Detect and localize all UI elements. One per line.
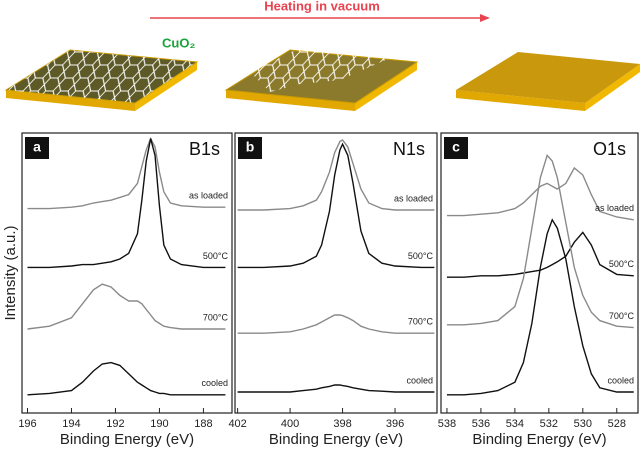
- spectrum-line: [446, 218, 634, 396]
- spectrum-line: [237, 142, 435, 269]
- chart-title: O1s: [593, 139, 626, 159]
- illustration: Heating in vacuum CuO₂: [4, 0, 640, 111]
- panel-label: c: [452, 139, 460, 155]
- series-label: 500°C: [203, 251, 229, 261]
- slab-side: [135, 62, 197, 111]
- panel-label: a: [33, 139, 41, 155]
- slab-side: [585, 64, 640, 111]
- x-tick-label: 532: [540, 418, 558, 430]
- plot-frame: [234, 132, 438, 414]
- x-tick-label: 188: [194, 418, 212, 430]
- plot-frame: [440, 132, 639, 414]
- spectrum-line: [237, 314, 435, 334]
- x-tick-label: 536: [472, 418, 490, 430]
- x-axis-label: Binding Energy (eV): [472, 431, 606, 448]
- plot-frame: [21, 132, 233, 414]
- spectrum-line: [446, 154, 634, 329]
- x-tick-label: 534: [506, 418, 524, 430]
- slab-side: [456, 90, 585, 111]
- slab-side: [226, 90, 355, 111]
- y-axis-label: Intensity (a.u.): [2, 225, 19, 320]
- slab-top: [456, 52, 640, 103]
- series-label: 700°C: [203, 312, 229, 322]
- x-tick-label: 192: [106, 418, 124, 430]
- x-axis-label: Binding Energy (eV): [269, 431, 403, 448]
- spectrum-line: [446, 166, 634, 221]
- panel-label: b: [246, 139, 255, 155]
- series-label: 500°C: [609, 259, 635, 269]
- series-label: as loaded: [189, 191, 228, 201]
- series-label: 700°C: [609, 311, 635, 321]
- panel-label-box: [238, 137, 262, 159]
- series-label: cooled: [201, 378, 228, 388]
- series-label: cooled: [406, 375, 433, 385]
- spectrum-line: [237, 139, 435, 211]
- chart-title: B1s: [189, 139, 220, 159]
- x-tick-label: 402: [228, 418, 246, 430]
- slab-side: [6, 90, 135, 111]
- material-label: CuO₂: [162, 35, 195, 50]
- chart-title: N1s: [393, 139, 425, 159]
- spectrum-line: [27, 136, 226, 210]
- x-tick-label: 398: [333, 418, 351, 430]
- arrow-head: [480, 14, 490, 22]
- spectrum-line: [27, 283, 226, 330]
- x-tick-label: 528: [608, 418, 626, 430]
- arrow-label: Heating in vacuum: [264, 0, 380, 13]
- series-label: 700°C: [408, 317, 434, 327]
- x-tick-label: 400: [281, 418, 299, 430]
- x-tick-label: 530: [574, 418, 592, 430]
- spectrum-line: [446, 231, 634, 278]
- series-label: cooled: [607, 375, 634, 385]
- x-tick-label: 194: [62, 418, 80, 430]
- series-label: as loaded: [394, 193, 433, 203]
- slab-side: [355, 62, 417, 111]
- x-tick-label: 190: [150, 418, 168, 430]
- panel-label-box: [444, 137, 468, 159]
- x-tick-label: 396: [386, 418, 404, 430]
- x-tick-label: 196: [18, 418, 36, 430]
- spectrum-line: [237, 384, 435, 393]
- panel-label-box: [25, 137, 49, 159]
- x-tick-label: 538: [438, 418, 456, 430]
- series-label: as loaded: [595, 203, 634, 213]
- x-axis-label: Binding Energy (eV): [60, 431, 194, 448]
- spectrum-line: [27, 361, 226, 396]
- spectrum-line: [27, 138, 226, 269]
- series-label: 500°C: [408, 251, 434, 261]
